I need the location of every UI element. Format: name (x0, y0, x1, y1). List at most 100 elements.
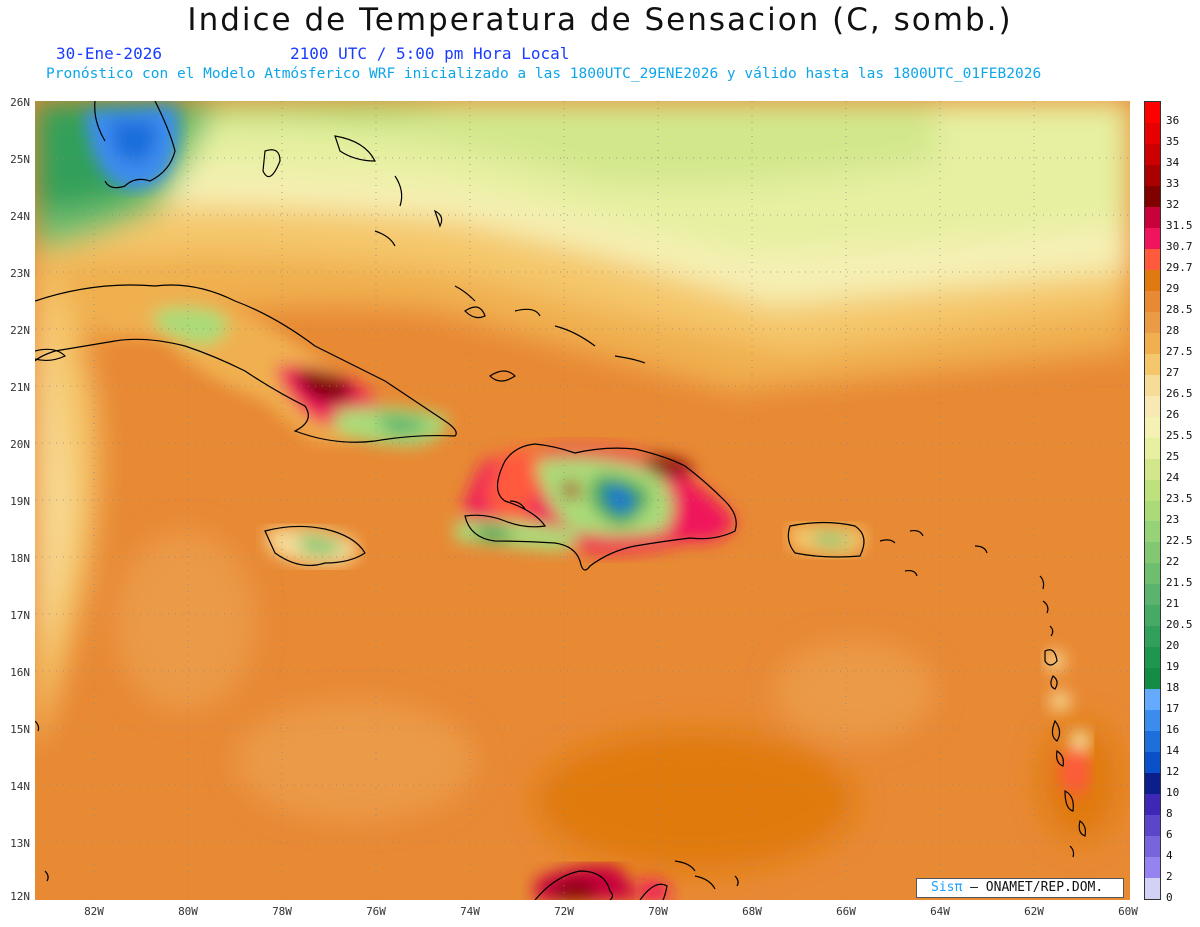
lat-label: 17N (10, 609, 30, 622)
legend-label: 18 (1166, 680, 1180, 694)
legend-swatch (1145, 122, 1160, 145)
lat-label: 15N (10, 723, 30, 736)
lat-label: 24N (10, 210, 30, 223)
lon-label: 62W (1024, 905, 1044, 918)
legend-label: 26.5 (1166, 387, 1193, 401)
heat-index-map (35, 101, 1130, 900)
legend-label: 12 (1166, 764, 1180, 778)
legend-label: 25 (1166, 450, 1180, 464)
legend-label: 19 (1166, 659, 1180, 673)
legend-swatch (1145, 458, 1160, 481)
legend-swatch (1145, 269, 1160, 292)
legend-label: 33 (1166, 177, 1180, 191)
lat-label: 21N (10, 381, 30, 394)
legend-label: 4 (1166, 848, 1173, 862)
legend-label: 35 (1166, 135, 1180, 149)
legend-swatch (1145, 164, 1160, 187)
legend-label: 17 (1166, 701, 1180, 715)
legend-label: 32 (1166, 198, 1180, 212)
legend-swatch (1145, 773, 1160, 795)
color-legend (1144, 101, 1161, 900)
legend-swatch (1145, 689, 1160, 711)
lon-label: 78W (272, 905, 292, 918)
legend-label: 20.5 (1166, 617, 1193, 631)
lon-label: 66W (836, 905, 856, 918)
legend-swatch (1145, 710, 1160, 732)
legend-swatch (1145, 290, 1160, 313)
lon-label: 60W (1118, 905, 1138, 918)
model-subtitle: Pronóstico con el Modelo Atmósferico WRF… (46, 66, 1042, 82)
legend-label: 27 (1166, 366, 1180, 380)
legend-label: 28 (1166, 324, 1180, 338)
legend-label: 30.7 (1166, 240, 1193, 254)
legend-swatch (1145, 563, 1160, 585)
legend-swatch (1145, 647, 1160, 669)
forecast-time: 2100 UTC / 5:00 pm Hora Local (290, 44, 570, 63)
lon-label: 64W (930, 905, 950, 918)
legend-label: 28.5 (1166, 303, 1193, 317)
lon-label: 68W (742, 905, 762, 918)
legend-label: 14 (1166, 743, 1180, 757)
legend-label: 25.5 (1166, 429, 1193, 443)
forecast-date: 30-Ene-2026 (56, 44, 162, 63)
legend-swatch (1145, 836, 1160, 858)
legend-swatch (1145, 815, 1160, 837)
sispi-logo-text: Sisπ (931, 880, 963, 895)
map-title: Indice de Temperatura de Sensacion (C, s… (187, 2, 1013, 38)
legend-swatch (1145, 353, 1160, 376)
legend-swatch (1145, 605, 1160, 627)
lon-label: 74W (460, 905, 480, 918)
lat-label: 25N (10, 153, 30, 166)
legend-swatch (1145, 332, 1160, 355)
legend-swatch (1145, 311, 1160, 334)
lat-label: 26N (10, 96, 30, 109)
legend-swatch (1145, 878, 1160, 900)
lat-label: 19N (10, 495, 30, 508)
legend-label: 22 (1166, 554, 1180, 568)
lon-label: 72W (554, 905, 574, 918)
legend-label: 0 (1166, 890, 1173, 904)
legend-swatch (1145, 206, 1160, 229)
lat-label: 18N (10, 552, 30, 565)
legend-swatch (1145, 626, 1160, 648)
legend-swatch (1145, 416, 1160, 439)
legend-label: 16 (1166, 722, 1180, 736)
legend-swatch (1145, 102, 1160, 124)
legend-label: 36 (1166, 114, 1180, 128)
lon-label: 70W (648, 905, 668, 918)
legend-label: 26 (1166, 408, 1180, 422)
lat-label: 14N (10, 780, 30, 793)
legend-swatch (1145, 857, 1160, 879)
legend-swatch (1145, 752, 1160, 774)
legend-swatch (1145, 374, 1160, 397)
legend-label: 21.5 (1166, 575, 1193, 589)
legend-swatch (1145, 542, 1160, 564)
legend-swatch (1145, 185, 1160, 208)
legend-swatch (1145, 794, 1160, 816)
legend-label: 31.5 (1166, 219, 1193, 233)
legend-label: 22.5 (1166, 533, 1193, 547)
legend-swatch (1145, 500, 1160, 522)
legend-label: 23.5 (1166, 492, 1193, 505)
legend-swatch (1145, 143, 1160, 166)
lon-label: 80W (178, 905, 198, 918)
legend-swatch (1145, 584, 1160, 606)
lat-label: 16N (10, 666, 30, 679)
legend-swatch (1145, 731, 1160, 753)
lon-label: 82W (84, 905, 104, 918)
lat-label: 13N (10, 837, 30, 850)
lat-label: 12N (10, 890, 30, 903)
legend-label: 2 (1166, 869, 1173, 883)
legend-label: 6 (1166, 827, 1173, 841)
legend-swatch (1145, 521, 1160, 543)
legend-label: 21 (1166, 596, 1180, 610)
credit-box: Sisπ – ONAMET/REP.DOM. (916, 878, 1124, 898)
legend-swatch (1145, 227, 1160, 250)
legend-label: 34 (1166, 156, 1180, 170)
legend-label: 29.7 (1166, 261, 1193, 275)
credit-org: – ONAMET/REP.DOM. (962, 880, 1104, 895)
legend-label: 24 (1166, 471, 1180, 485)
legend-label: 8 (1166, 806, 1173, 820)
legend-swatch (1145, 479, 1160, 501)
lat-label: 20N (10, 438, 30, 451)
